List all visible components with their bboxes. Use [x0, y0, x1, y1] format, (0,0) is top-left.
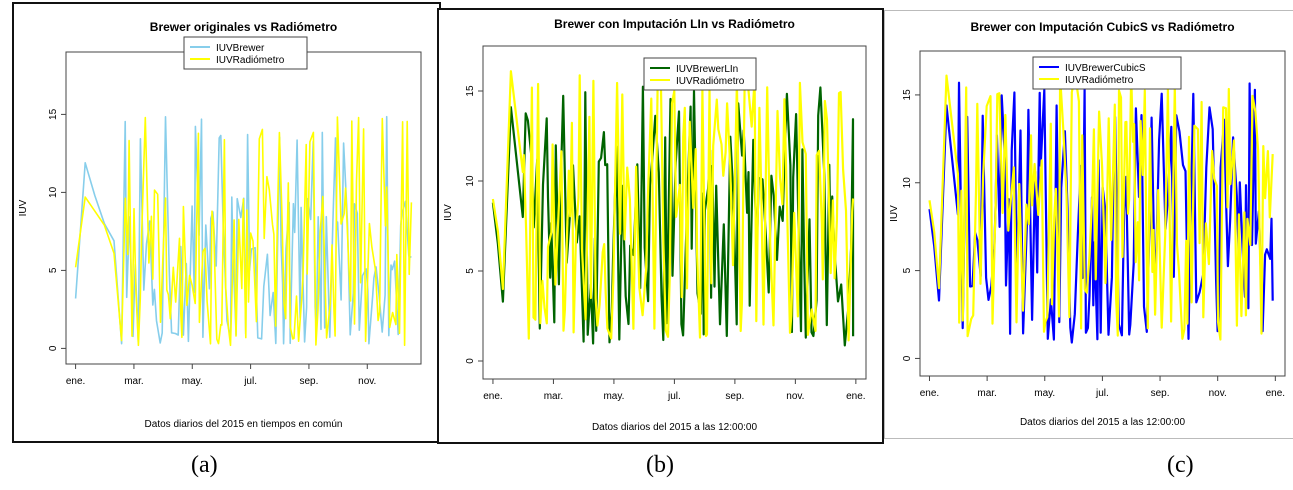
y-tick-label: 5	[465, 268, 476, 274]
chart-title: Brewer originales vs Radiómetro	[150, 20, 337, 34]
legend-label: IUVRadiómetro	[676, 76, 745, 87]
x-tick-label: ene.	[846, 391, 865, 402]
chart-a-svg: Brewer originales vs Radiómetro 0 5 10 15 ene…	[18, 20, 422, 430]
x-tick-label: ene.	[483, 391, 502, 402]
y-tick-label: 0	[902, 355, 913, 361]
chart-title: Brewer con Imputación LIn vs Radiómetro	[554, 17, 795, 31]
y-tick-label: 0	[465, 358, 476, 364]
legend-box	[183, 36, 308, 70]
caption-c: (c)	[1167, 452, 1194, 478]
chart-c-svg: Brewer con Imputación CubicS vs Radiómet…	[889, 20, 1286, 428]
x-tick-label: nov.	[1209, 388, 1227, 399]
x-tick-label: jul.	[667, 391, 681, 402]
y-axis-label: IUV	[18, 199, 29, 216]
x-tick-label: may.	[603, 391, 624, 402]
legend-label: IUVRadiómetro	[216, 55, 285, 66]
y-axis-label: IUV	[889, 205, 900, 222]
y-tick-label: 5	[902, 267, 913, 273]
legend-box	[643, 57, 757, 91]
x-tick-label: nov.	[786, 391, 804, 402]
x-tick-label: mar.	[124, 376, 143, 387]
x-tick-label: jul.	[243, 376, 257, 387]
legend-box	[1032, 56, 1182, 90]
x-tick-label: may.	[182, 376, 203, 387]
legend-label: IUVBrewer	[216, 43, 265, 54]
x-tick-label: ene.	[920, 388, 939, 399]
legend-label: IUVBrewerLIn	[676, 64, 738, 75]
series-line	[491, 70, 855, 342]
x-tick-label: mar.	[544, 391, 563, 402]
caption-b: (b)	[646, 452, 674, 478]
x-tick-label: jul.	[1095, 388, 1109, 399]
y-tick-label: 10	[48, 186, 59, 198]
x-tick-label: sep.	[1151, 388, 1170, 399]
chart-panel-c: Brewer con Imputación CubicS vs Radiómet…	[884, 10, 1293, 439]
y-tick-label: 15	[902, 89, 913, 101]
y-tick-label: 10	[465, 175, 476, 187]
x-tick-label: sep.	[299, 376, 318, 387]
legend-label: IUVBrewerCubicS	[1065, 63, 1146, 74]
series-line	[74, 116, 413, 347]
chart-panel-b: Brewer con Imputación LIn vs Radiómetro 0…	[437, 8, 884, 444]
x-tick-label: ene.	[1266, 388, 1285, 399]
y-tick-label: 5	[48, 267, 59, 273]
x-tick-label: nov.	[358, 376, 376, 387]
caption-a: (a)	[191, 452, 218, 478]
chart-title: Brewer con Imputación CubicS vs Radiómet…	[970, 20, 1234, 34]
y-tick-label: 10	[902, 177, 913, 189]
legend-label: IUVRadiómetro	[1065, 75, 1134, 86]
series-line	[74, 115, 412, 345]
chart-b-svg: Brewer con Imputación LIn vs Radiómetro 0…	[443, 17, 867, 433]
y-tick-label: 15	[48, 108, 59, 120]
y-tick-label: 15	[465, 85, 476, 97]
x-axis-label: Datos diarios del 2015 a las 12:00:00	[1020, 417, 1186, 428]
series-line	[928, 73, 1274, 341]
x-axis-label: Datos diarios del 2015 en tiempos en com…	[145, 419, 343, 430]
x-tick-label: may.	[1034, 388, 1055, 399]
x-tick-label: mar.	[977, 388, 996, 399]
chart-panel-a: Brewer originales vs Radiómetro 0 5 10 15 ene…	[12, 2, 441, 443]
x-tick-label: ene.	[66, 376, 85, 387]
y-axis-label: IUV	[443, 204, 454, 221]
x-axis-label: Datos diarios del 2015 a las 12:00:00	[592, 422, 758, 433]
x-tick-label: sep.	[725, 391, 744, 402]
y-tick-label: 0	[48, 345, 59, 351]
